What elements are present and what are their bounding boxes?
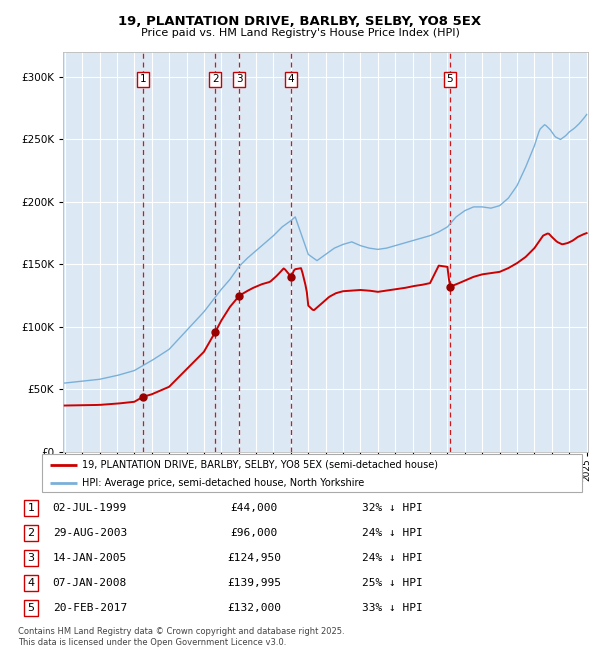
Text: Contains HM Land Registry data © Crown copyright and database right 2025.
This d: Contains HM Land Registry data © Crown c… [18,627,344,647]
Text: £44,000: £44,000 [230,503,278,513]
Text: £132,000: £132,000 [227,603,281,613]
Text: 24% ↓ HPI: 24% ↓ HPI [362,528,422,538]
Text: 1: 1 [28,503,35,513]
Bar [215,52,239,452]
Text: 2: 2 [212,75,218,84]
Text: 3: 3 [28,553,35,563]
Text: 24% ↓ HPI: 24% ↓ HPI [362,553,422,563]
Text: 33% ↓ HPI: 33% ↓ HPI [362,603,422,613]
Text: 19, PLANTATION DRIVE, BARLBY, SELBY, YO8 5EX: 19, PLANTATION DRIVE, BARLBY, SELBY, YO8… [118,15,482,28]
Bar [143,52,215,452]
Text: £139,995: £139,995 [227,578,281,588]
Bar [239,52,291,452]
Text: HPI: Average price, semi-detached house, North Yorkshire: HPI: Average price, semi-detached house,… [83,478,365,488]
Text: 5: 5 [28,603,35,613]
Text: £96,000: £96,000 [230,528,278,538]
Bar [291,52,450,452]
Text: 25% ↓ HPI: 25% ↓ HPI [362,578,422,588]
Text: 2: 2 [28,528,35,538]
Text: 4: 4 [288,75,295,84]
Text: 07-JAN-2008: 07-JAN-2008 [53,578,127,588]
Text: 02-JUL-1999: 02-JUL-1999 [53,503,127,513]
Text: 29-AUG-2003: 29-AUG-2003 [53,528,127,538]
Text: £124,950: £124,950 [227,553,281,563]
Text: Price paid vs. HM Land Registry's House Price Index (HPI): Price paid vs. HM Land Registry's House … [140,27,460,38]
Bar [65,52,143,452]
Text: 1: 1 [140,75,146,84]
Text: 19, PLANTATION DRIVE, BARLBY, SELBY, YO8 5EX (semi-detached house): 19, PLANTATION DRIVE, BARLBY, SELBY, YO8… [83,460,439,470]
Text: 3: 3 [236,75,242,84]
Text: 5: 5 [446,75,453,84]
Text: 4: 4 [28,578,35,588]
Text: 20-FEB-2017: 20-FEB-2017 [53,603,127,613]
Text: 14-JAN-2005: 14-JAN-2005 [53,553,127,563]
Text: 32% ↓ HPI: 32% ↓ HPI [362,503,422,513]
Bar [450,52,588,452]
